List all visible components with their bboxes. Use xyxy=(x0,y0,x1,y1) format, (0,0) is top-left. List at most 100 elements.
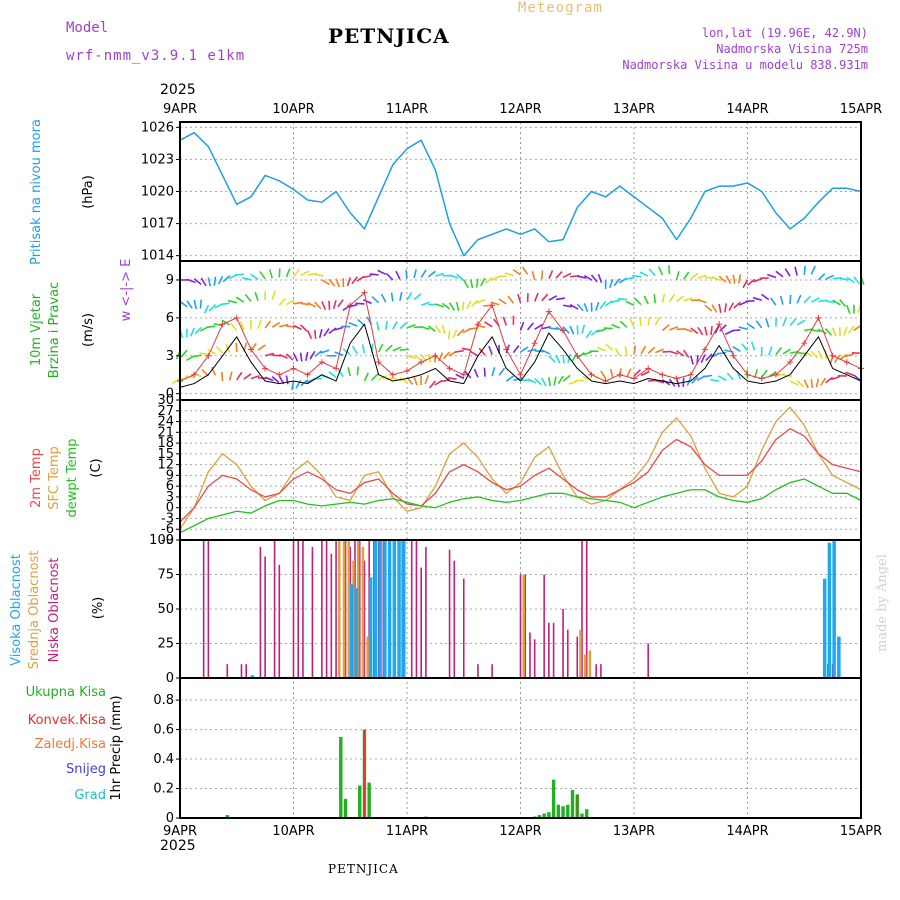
wind-arrow xyxy=(392,320,398,330)
wind-arrow xyxy=(293,301,303,305)
wind-arrow xyxy=(562,326,570,334)
wind-arrow xyxy=(710,378,720,382)
cloud-bar xyxy=(600,664,602,678)
y-tick-label: 0 xyxy=(166,501,174,516)
wind-arrow xyxy=(384,320,388,331)
data-layer xyxy=(171,131,865,818)
wind-arrow xyxy=(540,270,544,280)
wind-arrow xyxy=(548,355,556,363)
wind-arrow xyxy=(725,275,732,284)
wind-arrow xyxy=(291,380,295,391)
wind-label: 10m Vjetar xyxy=(29,293,44,366)
wind-arrow xyxy=(648,268,656,277)
wind-arrow xyxy=(846,276,855,283)
cloud-bar xyxy=(548,622,550,678)
y-tick-label: 0 xyxy=(166,387,174,402)
time-tick-label-bottom: 14APR xyxy=(726,824,768,839)
wind-arrow xyxy=(369,273,379,276)
wind-arrow xyxy=(803,379,809,389)
y-tick-label: 21 xyxy=(157,425,174,440)
cloud-bar xyxy=(453,560,456,678)
wind-arrow xyxy=(211,366,217,376)
wind-arrow xyxy=(596,346,606,352)
time-tick-label-top: 9APR xyxy=(163,102,197,117)
wind-arrow xyxy=(215,346,224,354)
wind-arrow xyxy=(206,325,216,329)
wind-arrow xyxy=(228,371,233,381)
wind-arrow xyxy=(738,326,748,331)
wind-arrow xyxy=(351,276,358,285)
dewpoint-line xyxy=(179,478,862,534)
wind-arrow xyxy=(682,271,690,280)
wind-arrow xyxy=(447,330,451,340)
wind-arrow xyxy=(555,270,563,279)
y-tick-label: 1017 xyxy=(141,217,174,232)
wind-arrow xyxy=(704,326,708,336)
wind-arrow xyxy=(775,270,784,278)
cloud-bar xyxy=(448,549,451,678)
wind-arrow xyxy=(377,343,384,353)
time-tick-label-bottom: 9APR xyxy=(163,824,197,839)
wind-arrow xyxy=(775,373,785,377)
wind-arrow xyxy=(300,324,308,332)
cloud-bar xyxy=(543,574,545,678)
cloud-bar xyxy=(420,567,422,678)
cloud-bar xyxy=(226,664,229,678)
wind-arrow xyxy=(227,299,237,304)
wind-arrow xyxy=(732,274,736,284)
year-top: 2025 xyxy=(160,82,196,98)
wind-arrow xyxy=(562,354,565,364)
wind-arrow xyxy=(697,274,707,279)
coords-label: lon,lat (19.96E, 42.9N) xyxy=(701,26,868,40)
wind-arrow xyxy=(568,380,578,385)
wind-arrow xyxy=(332,299,337,310)
wind-arrow xyxy=(548,377,551,387)
wind-arrow xyxy=(420,301,430,306)
wind-arrow xyxy=(526,322,534,331)
wind-arrow xyxy=(257,344,266,351)
wind-arrow xyxy=(461,301,465,311)
cloud-bar xyxy=(344,540,347,678)
cloud-bar xyxy=(354,588,359,678)
wind-arrow xyxy=(541,377,547,387)
wind-arrow xyxy=(846,304,851,314)
wind-arrow xyxy=(469,350,479,357)
wind-arrow xyxy=(268,269,273,279)
y-tick-label: 9 xyxy=(166,273,174,288)
wind-arrow xyxy=(853,324,862,332)
time-tick-label-top: 13APR xyxy=(613,102,655,117)
pressure-line xyxy=(179,131,862,257)
wind-arrow xyxy=(498,298,507,305)
cloud-bar xyxy=(392,540,397,678)
wind-arrow xyxy=(745,300,755,303)
cloud-bar xyxy=(562,609,564,678)
wind-arrow xyxy=(643,295,649,305)
cloud-bar xyxy=(387,540,392,678)
y-tick-label: 6 xyxy=(166,479,174,494)
wind-arrow xyxy=(583,303,589,312)
wind-arrow xyxy=(434,324,442,334)
precip-bar xyxy=(561,806,565,818)
wind-arrow xyxy=(595,301,600,311)
wind-arrow xyxy=(653,294,657,304)
wind-arrow xyxy=(562,304,573,308)
time-tick-label-top: 14APR xyxy=(726,102,768,117)
year-bottom: 2025 xyxy=(160,838,196,854)
y-tick-label: 0.8 xyxy=(153,693,174,708)
cloud-bar xyxy=(330,553,333,678)
y-tick-label: 18 xyxy=(157,436,174,451)
wind-arrow xyxy=(420,269,427,278)
wind-arrow xyxy=(427,325,436,333)
cloud-bar xyxy=(576,636,579,678)
cloud-bar xyxy=(524,574,527,678)
wind-arrow xyxy=(321,279,331,286)
wind-arrow xyxy=(569,325,575,335)
wind-arrow xyxy=(853,276,861,285)
cloud-bar xyxy=(837,636,841,678)
wind-arrow xyxy=(689,355,694,365)
wind-arrow xyxy=(300,270,309,277)
wind-arrow xyxy=(504,272,514,277)
wind-arrow xyxy=(797,351,807,355)
wind-arrow xyxy=(371,295,380,304)
